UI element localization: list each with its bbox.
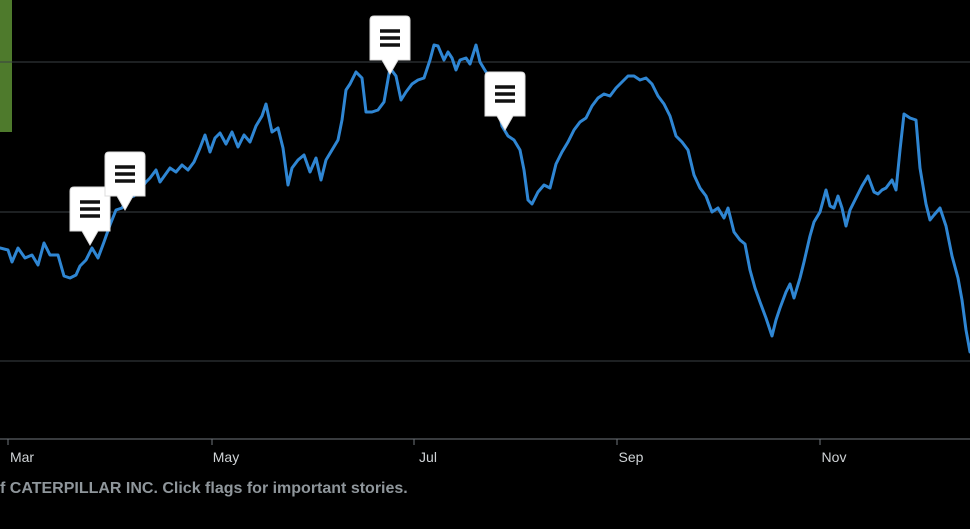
green-panel-rect [0, 0, 12, 132]
month-label-sep: Sep [619, 449, 644, 465]
chart-caption: f CATERPILLAR INC. Click flags for impor… [0, 480, 408, 497]
grid-lines [0, 61, 970, 362]
news-flag-4[interactable] [484, 71, 526, 132]
month-labels: Mar May Jul Sep Nov [10, 449, 847, 465]
news-flags[interactable] [69, 15, 526, 247]
news-flag-3[interactable] [369, 15, 411, 76]
month-label-jul: Jul [419, 449, 437, 465]
news-icon [495, 85, 515, 103]
month-label-may: May [213, 449, 239, 465]
news-flag-1[interactable] [69, 186, 111, 247]
news-icon [380, 29, 400, 47]
month-label-nov: Nov [822, 449, 847, 465]
news-icon [80, 200, 100, 218]
x-axis [0, 438, 970, 445]
highlight-panel [0, 0, 12, 132]
news-flag-2[interactable] [104, 151, 146, 212]
news-icon [115, 165, 135, 183]
month-label-mar: Mar [10, 449, 34, 465]
